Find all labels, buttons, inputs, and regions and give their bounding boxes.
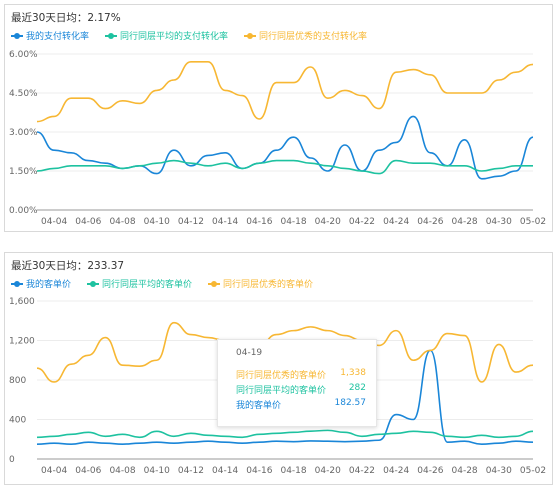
y-tick-label: 1.50%	[9, 167, 38, 177]
tooltip-row-peer-avg: 同行同层平均的客单价 282	[236, 383, 366, 398]
x-tick-label: 04-18	[280, 466, 306, 476]
panel-title: 最近30天日均：233.37	[11, 260, 125, 272]
series-line-peer_top	[36, 61, 534, 123]
x-tick-label: 05-02	[520, 217, 546, 227]
conversion-rate-chart: 0.00% 1.50% 3.00% 4.50% 6.00% 04-04 04-06 04-08…	[9, 50, 546, 227]
x-tick-label: 04-28	[452, 466, 478, 476]
legend-marker	[105, 32, 118, 39]
y-tick-label: 4.50%	[9, 89, 38, 99]
x-tick-label: 04-10	[144, 466, 170, 476]
x-tick-label: 04-18	[280, 217, 306, 227]
tooltip-row-peer-top: 同行同层优秀的客单价 1,338	[236, 368, 366, 383]
x-tick-label: 04-28	[452, 217, 478, 227]
series-line-mine	[36, 349, 534, 445]
x-tick-label: 04-04	[41, 466, 67, 476]
x-tick-label: 04-24	[383, 217, 409, 227]
x-tick-label: 04-16	[246, 217, 272, 227]
x-tick-label: 04-08	[109, 466, 135, 476]
y-tick-label: 0	[9, 455, 15, 465]
x-tick-label: 04-20	[315, 466, 341, 476]
y-tick-label: 0.00%	[9, 206, 38, 216]
x-tick-label: 04-10	[144, 217, 170, 227]
x-tick-label: 04-16	[246, 466, 272, 476]
chart-legend: 我的支付转化率 同行同层平均的支付转化率 同行同层优秀的支付转化率	[11, 29, 367, 42]
x-tick-label: 04-12	[178, 217, 204, 227]
x-tick-label: 04-14	[212, 217, 238, 227]
legend-marker	[11, 280, 23, 287]
tooltip-label: 同行同层平均的客单价	[236, 386, 327, 396]
x-tick-label: 04-24	[383, 466, 409, 476]
x-tick-label: 04-06	[75, 466, 101, 476]
x-tick-label: 04-26	[417, 466, 443, 476]
legend-label: 同行同层平均的客单价	[102, 280, 193, 290]
x-tick-label: 04-20	[315, 217, 341, 227]
y-tick-label: 800	[9, 376, 26, 386]
legend-marker	[208, 280, 221, 287]
x-tick-label: 04-22	[349, 217, 375, 227]
legend-label: 同行同层优秀的支付转化率	[259, 32, 368, 42]
legend-label: 我的支付转化率	[26, 32, 90, 42]
legend-label: 同行同层平均的支付转化率	[120, 32, 229, 42]
tooltip-value: 1,338	[340, 368, 366, 378]
legend-item-mine[interactable]: 我的支付转化率	[11, 29, 89, 42]
conversion-rate-panel: 最近30天日均：2.17% 我的支付转化率 同行同层平均的支付转化率 同行同层优…	[4, 4, 553, 232]
legend-item-mine[interactable]: 我的客单价	[11, 277, 71, 290]
order-value-panel: 最近30天日均：233.37 我的客单价 同行同层平均的客单价 同行同层优秀的客…	[4, 252, 553, 485]
y-tick-label: 6.00%	[9, 50, 38, 60]
x-tick-label: 04-12	[178, 466, 204, 476]
x-tick-label: 04-04	[41, 217, 67, 227]
tooltip-value: 282	[348, 383, 366, 393]
legend-item-peer-avg[interactable]: 同行同层平均的支付转化率	[105, 29, 228, 42]
legend-item-peer-top[interactable]: 同行同层优秀的客单价	[208, 277, 313, 290]
y-tick-label: 3.00%	[9, 128, 38, 138]
legend-marker	[87, 280, 100, 287]
x-tick-label: 04-08	[109, 217, 135, 227]
legend-item-peer-top[interactable]: 同行同层优秀的支付转化率	[244, 29, 367, 42]
series-line-peer_avg	[36, 159, 533, 175]
tooltip-date: 04-19	[236, 348, 263, 358]
series-line-peer_avg	[36, 429, 534, 439]
x-tick-label: 04-22	[349, 466, 375, 476]
y-tick-label: 1,200	[9, 337, 35, 347]
tooltip-label: 我的客单价	[236, 401, 282, 411]
panel-title: 最近30天日均：2.17%	[11, 12, 121, 24]
x-tick-label: 04-26	[417, 217, 443, 227]
x-tick-label: 05-02	[520, 466, 546, 476]
series-line-peer_top	[36, 321, 534, 383]
y-tick-label: 400	[9, 416, 26, 426]
tooltip-label: 同行同层优秀的客单价	[236, 371, 327, 381]
tooltip-value: 182.57	[334, 398, 367, 408]
chart-legend: 我的客单价 同行同层平均的客单价 同行同层优秀的客单价	[11, 277, 313, 290]
x-tick-label: 04-30	[486, 217, 512, 227]
x-tick-label: 04-30	[486, 466, 512, 476]
y-tick-label: 1,600	[9, 297, 35, 307]
chart-tooltip: 04-19 同行同层优秀的客单价 1,338 同行同层平均的客单价 282 我的…	[217, 339, 377, 427]
legend-label: 我的客单价	[26, 280, 72, 290]
x-tick-label: 04-06	[75, 217, 101, 227]
tooltip-row-mine: 我的客单价 182.57	[236, 398, 366, 413]
legend-item-peer-avg[interactable]: 同行同层平均的客单价	[87, 277, 192, 290]
legend-marker	[11, 32, 23, 39]
legend-marker	[244, 32, 257, 39]
x-tick-label: 04-14	[212, 466, 238, 476]
series-line-mine	[36, 115, 534, 180]
legend-label: 同行同层优秀的客单价	[223, 280, 314, 290]
